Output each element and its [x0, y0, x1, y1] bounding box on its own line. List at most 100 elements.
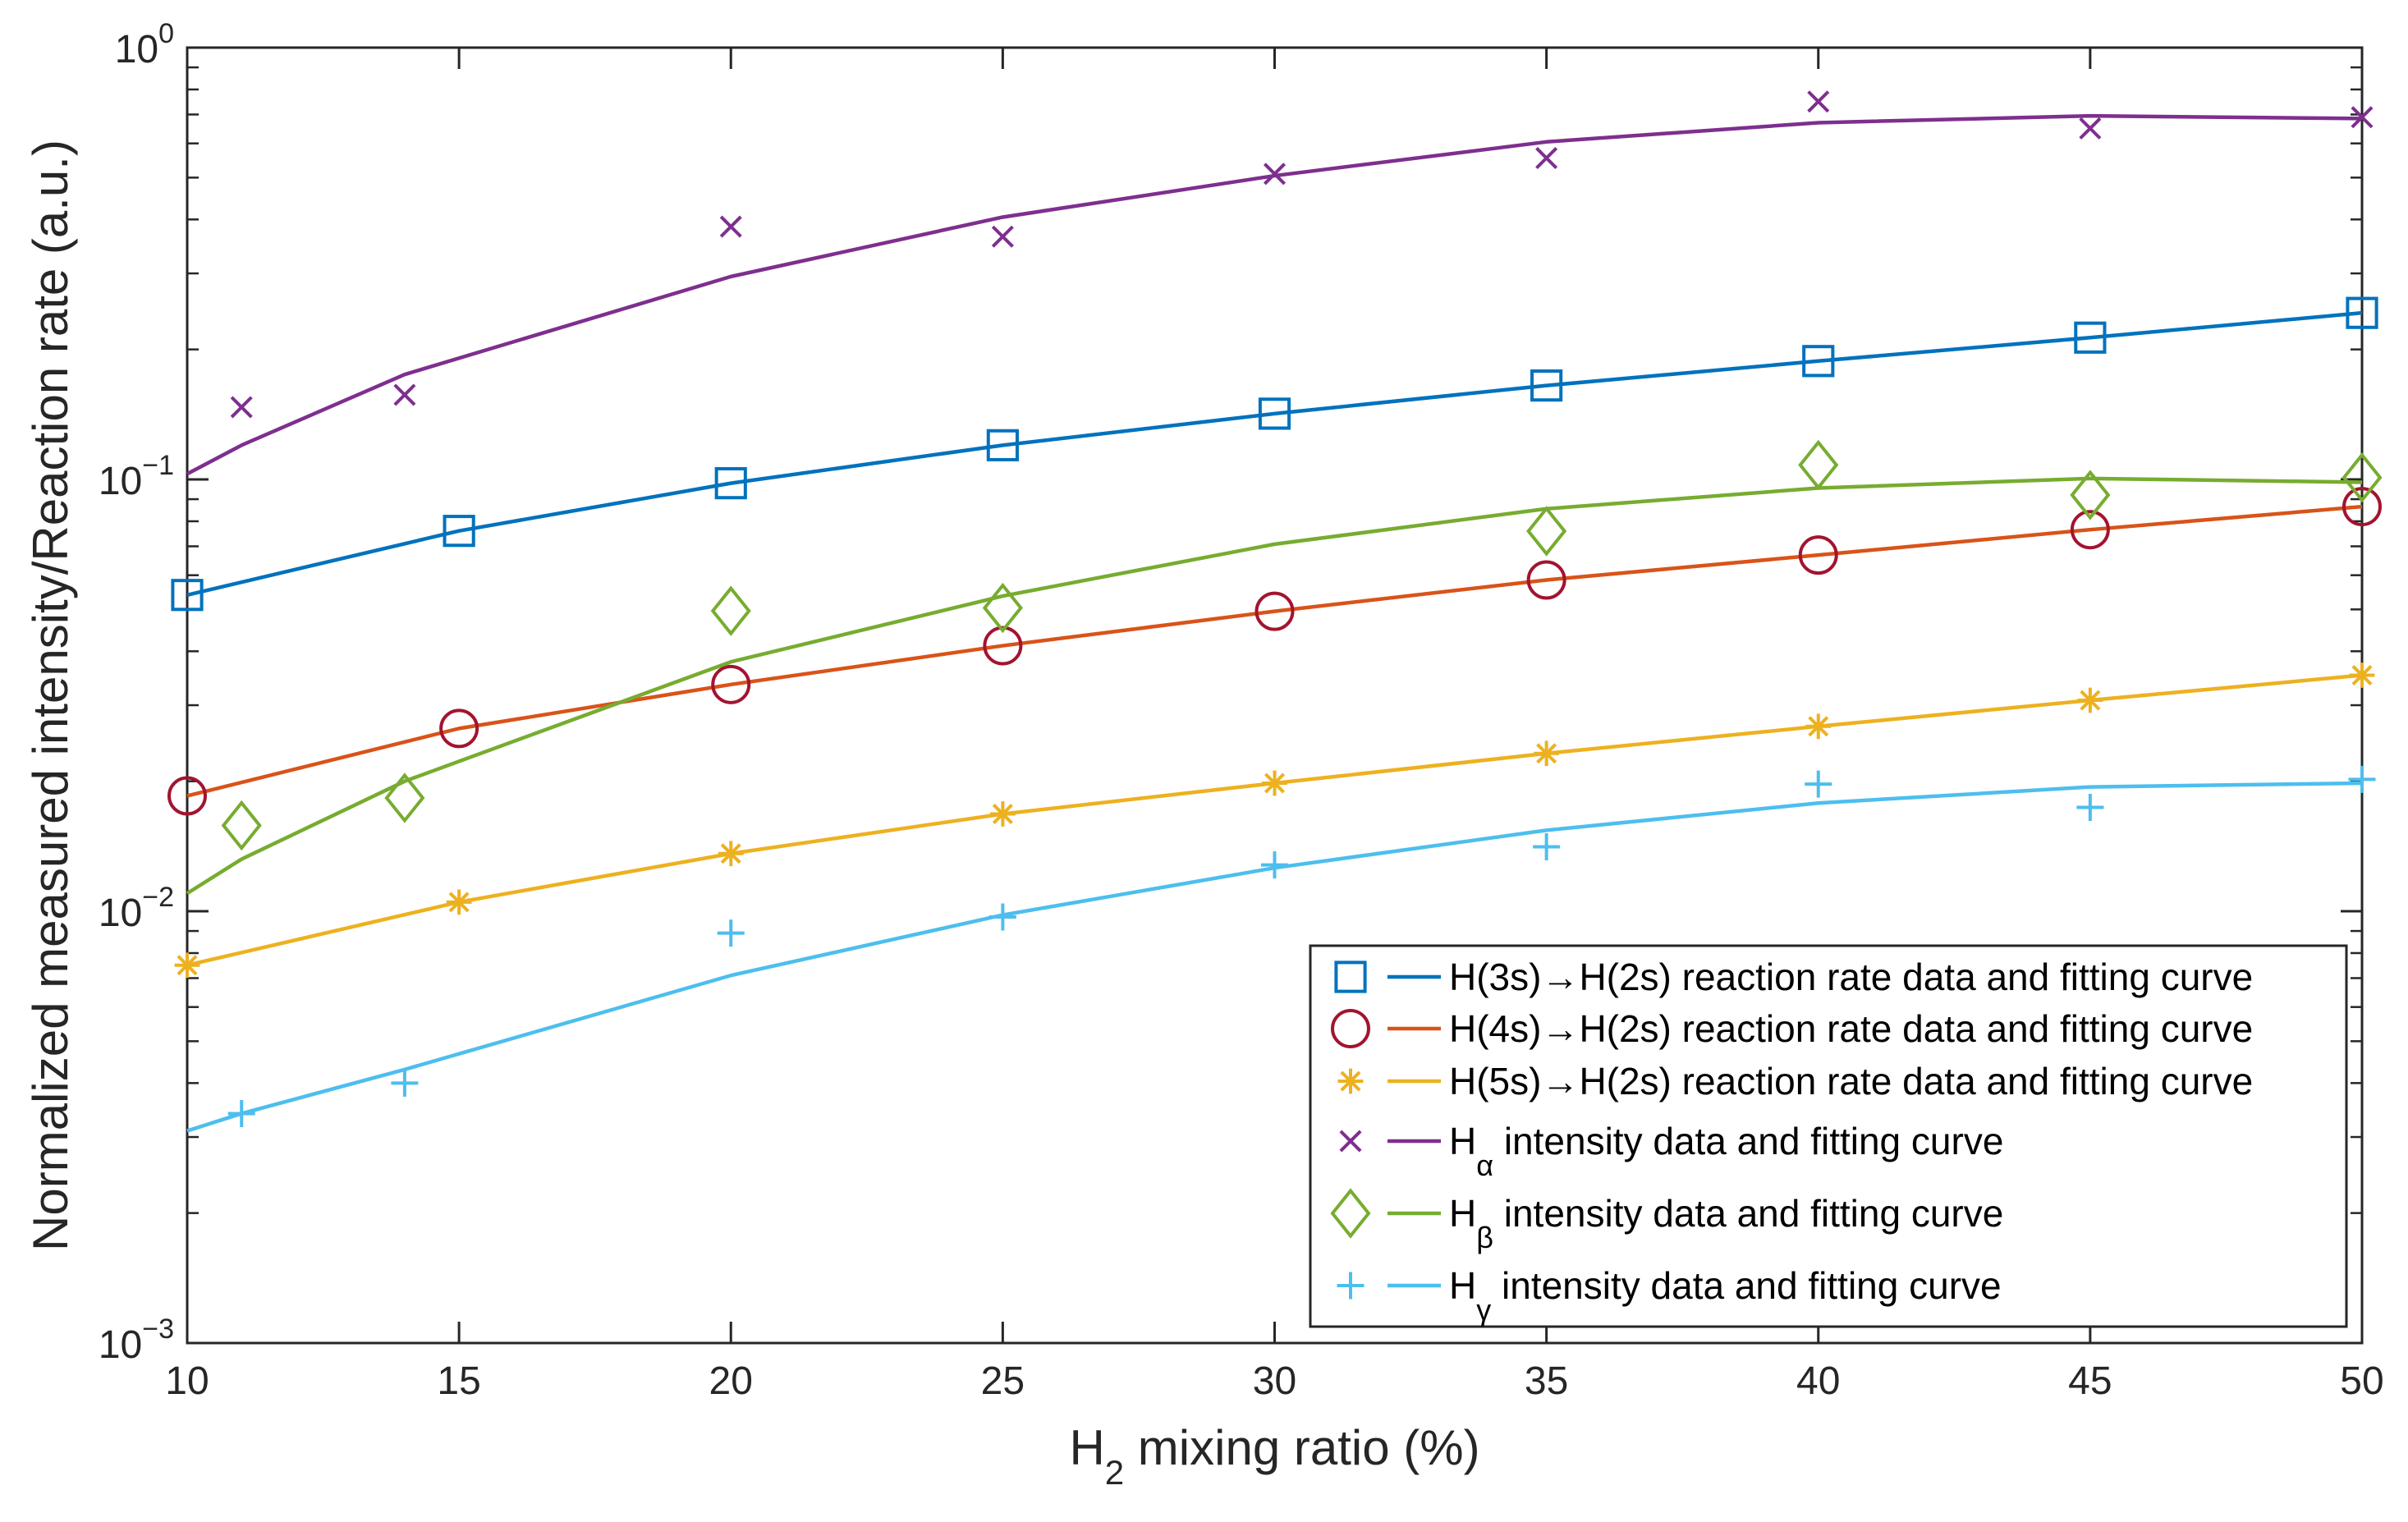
y-tick-base: 10 — [99, 892, 142, 935]
data-point — [2341, 452, 2383, 503]
data-point — [717, 919, 745, 947]
data-point — [986, 429, 1019, 461]
data-point — [2348, 765, 2376, 793]
data-point — [2351, 106, 2374, 129]
marker-x — [2351, 106, 2374, 129]
data-point — [1526, 560, 1566, 600]
legend-label-rest: intensity data and fitting curve — [1493, 1120, 2003, 1162]
x-tick-label: 25 — [981, 1359, 1025, 1403]
y-tick-base: 10 — [99, 1323, 142, 1367]
data-point — [443, 515, 475, 548]
data-point — [221, 800, 262, 851]
marker-asterisk — [718, 841, 744, 867]
y-tick-label: 10−2 — [99, 882, 174, 935]
data-point — [439, 708, 479, 749]
marker-diamond — [710, 585, 751, 636]
marker-plus — [1805, 770, 1832, 798]
legend-label: H(5s)→H(2s) reaction rate data and fitti… — [1449, 1060, 2253, 1103]
marker-asterisk — [989, 801, 1016, 827]
legend-label: Hγ intensity data and fitting curve — [1449, 1264, 2002, 1327]
legend-label-base: H — [1449, 1192, 1476, 1235]
fit-curve — [186, 781, 2363, 1133]
legend-label: Hβ intensity data and fitting curve — [1449, 1192, 2003, 1254]
marker-plus — [1261, 851, 1288, 879]
y-tick-exponent: 0 — [158, 18, 174, 49]
marker-square — [1530, 369, 1563, 402]
marker-asterisk — [1337, 1068, 1364, 1094]
data-point — [991, 225, 1014, 248]
legend-item: Hα intensity data and fitting curve — [1339, 1120, 2003, 1182]
legend-marker — [1337, 1272, 1365, 1300]
legend-label-rest: intensity data and fitting curve — [1491, 1264, 2001, 1307]
fit-curve — [186, 476, 2363, 896]
data-point — [2074, 321, 2107, 354]
marker-x — [1535, 146, 1558, 170]
data-point — [1805, 713, 1832, 740]
x-tick-label: 40 — [1796, 1359, 1840, 1403]
marker-circle — [1254, 591, 1295, 631]
y-tick-exponent: −3 — [142, 1313, 174, 1345]
marker-x — [1263, 163, 1287, 186]
x-tick-label: 35 — [1525, 1359, 1568, 1403]
data-point — [384, 772, 425, 823]
legend-label: H(4s)→H(2s) reaction rate data and fitti… — [1449, 1007, 2253, 1050]
axes — [186, 46, 2364, 1345]
marker-asterisk — [1805, 713, 1832, 740]
x-tick-label: 20 — [709, 1359, 753, 1403]
data-point — [2079, 117, 2102, 140]
y-tick-exponent: −2 — [142, 882, 174, 913]
data-point — [2077, 687, 2103, 713]
series-2 — [167, 487, 2382, 816]
marker-asterisk — [2077, 687, 2103, 713]
data-point — [988, 903, 1016, 931]
marker-diamond — [384, 772, 425, 823]
data-point — [714, 467, 747, 500]
x-tick-label: 45 — [2068, 1359, 2112, 1403]
marker-square — [714, 467, 747, 500]
data-point — [1805, 770, 1832, 798]
marker-diamond — [221, 800, 262, 851]
x-tick-label: 10 — [165, 1359, 209, 1403]
data-point — [2070, 510, 2110, 550]
data-point — [227, 1099, 255, 1127]
data-point — [2076, 793, 2104, 821]
marker-x — [230, 396, 253, 419]
y-tick-base: 10 — [99, 460, 142, 503]
marker-circle — [2070, 510, 2110, 550]
data-point — [2070, 470, 2111, 520]
data-point — [989, 801, 1016, 827]
data-point — [2349, 662, 2375, 688]
legend-item: H(5s)→H(2s) reaction rate data and fitti… — [1337, 1060, 2253, 1103]
marker-square — [1334, 960, 1367, 993]
legend-box — [1309, 944, 2348, 1328]
marker-plus — [1337, 1272, 1365, 1300]
data-point — [167, 776, 207, 816]
legend-label-sub: γ — [1476, 1293, 1491, 1327]
legend-item: H(4s)→H(2s) reaction rate data and fitti… — [1331, 1007, 2253, 1050]
data-point — [2346, 296, 2378, 329]
marker-circle — [983, 626, 1023, 666]
data-point — [230, 396, 253, 419]
data-point — [711, 664, 751, 704]
data-point — [1258, 397, 1291, 430]
legend-marker — [1339, 1130, 1362, 1153]
data-point — [171, 579, 204, 612]
data-point — [393, 383, 416, 406]
marker-square — [171, 579, 204, 612]
y-tick-base: 10 — [115, 28, 158, 71]
legend-marker — [1331, 1009, 1370, 1048]
data-point — [1254, 591, 1295, 631]
data-point — [1533, 833, 1561, 861]
marker-x — [991, 225, 1014, 248]
legend-item: Hβ intensity data and fitting curve — [1330, 1188, 2003, 1254]
marker-circle — [1526, 560, 1566, 600]
series-5 — [186, 439, 2383, 896]
data-point — [1526, 506, 1567, 557]
data-point — [982, 582, 1023, 634]
fit-curve — [186, 113, 2363, 476]
data-point — [718, 841, 744, 867]
legend-item: H(3s)→H(2s) reaction rate data and fitti… — [1334, 956, 2253, 998]
x-tick-label: 15 — [437, 1359, 480, 1403]
